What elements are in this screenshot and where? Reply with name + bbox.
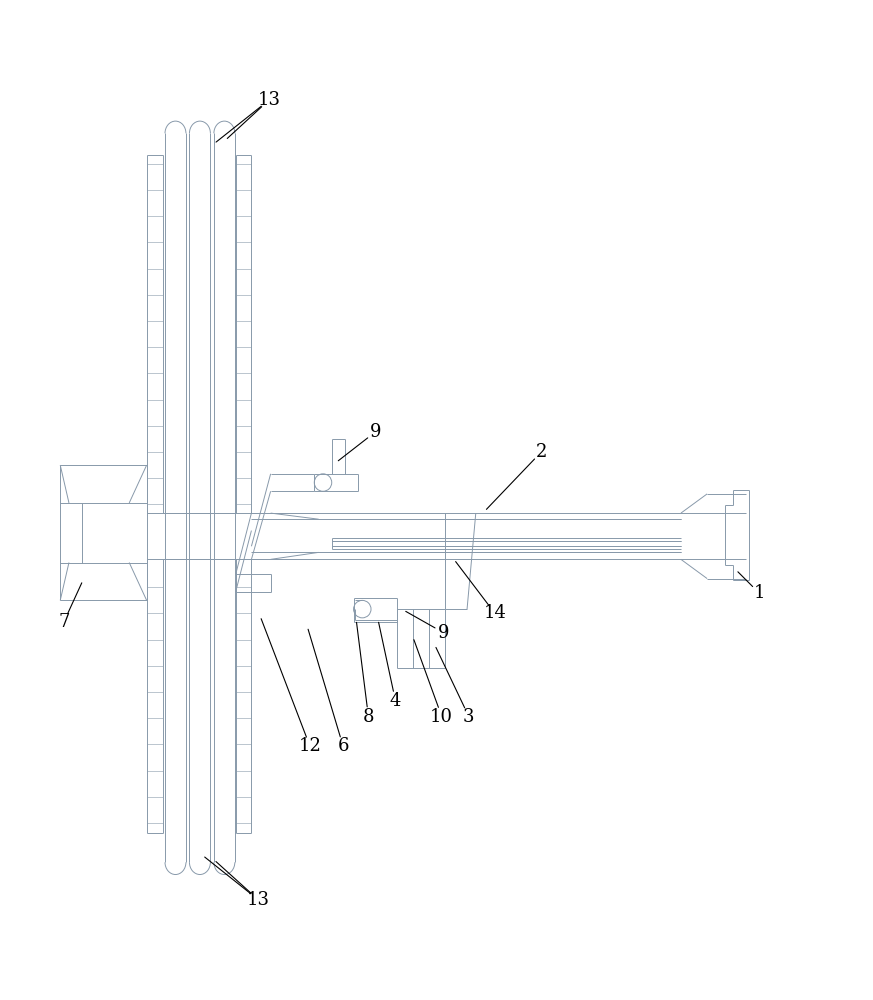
Text: 9: 9 [437, 624, 450, 642]
Text: 9: 9 [369, 423, 382, 441]
Text: 12: 12 [299, 737, 321, 755]
Text: 2: 2 [535, 443, 547, 461]
Text: 14: 14 [484, 604, 506, 622]
Text: 13: 13 [258, 91, 280, 109]
Text: 4: 4 [389, 692, 402, 710]
Text: 3: 3 [463, 708, 475, 726]
Text: 13: 13 [247, 891, 270, 909]
Text: 7: 7 [58, 613, 70, 631]
Text: 6: 6 [337, 737, 349, 755]
Text: 10: 10 [430, 708, 453, 726]
Text: 8: 8 [362, 708, 375, 726]
Text: 1: 1 [753, 584, 766, 602]
